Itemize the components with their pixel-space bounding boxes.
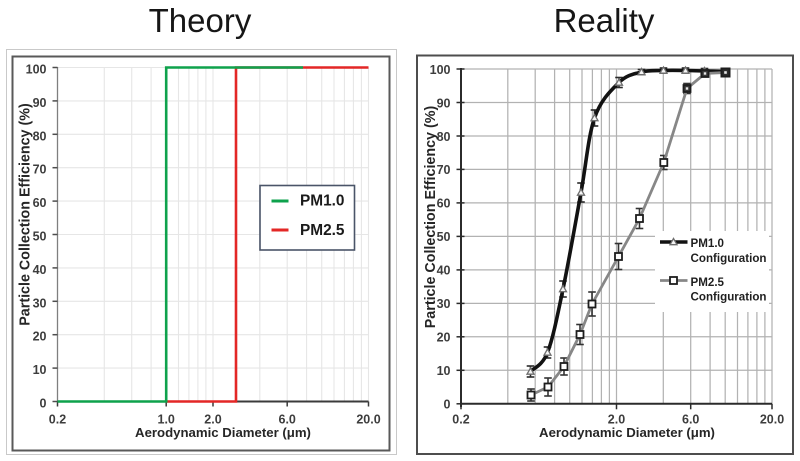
svg-text:10: 10 — [437, 364, 451, 378]
svg-text:6.0: 6.0 — [279, 412, 296, 426]
svg-text:0: 0 — [40, 397, 47, 411]
svg-text:60: 60 — [437, 197, 451, 211]
svg-text:0: 0 — [444, 398, 451, 412]
svg-text:20: 20 — [33, 330, 47, 344]
svg-text:20: 20 — [437, 331, 451, 345]
svg-text:2.0: 2.0 — [204, 412, 221, 426]
svg-text:30: 30 — [33, 296, 47, 310]
svg-text:50: 50 — [437, 230, 451, 244]
svg-text:Aerodynamic Diameter (μm): Aerodynamic Diameter (μm) — [135, 425, 311, 440]
svg-text:30: 30 — [437, 297, 451, 311]
svg-text:Aerodynamic Diameter (μm): Aerodynamic Diameter (μm) — [539, 425, 715, 440]
svg-text:Theory: Theory — [149, 2, 252, 39]
svg-text:60: 60 — [33, 196, 47, 210]
svg-text:10: 10 — [33, 363, 47, 377]
svg-text:PM2.5: PM2.5 — [691, 276, 725, 289]
svg-text:40: 40 — [437, 264, 451, 278]
svg-text:20.0: 20.0 — [760, 412, 784, 426]
svg-text:Reality: Reality — [554, 2, 655, 39]
svg-text:90: 90 — [33, 96, 47, 110]
svg-text:70: 70 — [437, 163, 451, 177]
svg-text:PM1.0: PM1.0 — [691, 237, 725, 250]
svg-text:0.2: 0.2 — [452, 412, 469, 426]
svg-text:20.0: 20.0 — [356, 412, 380, 426]
svg-text:70: 70 — [33, 163, 47, 177]
svg-text:100: 100 — [430, 63, 451, 77]
svg-text:2.0: 2.0 — [608, 412, 625, 426]
svg-text:Configuration: Configuration — [691, 252, 767, 265]
svg-text:1.0: 1.0 — [158, 412, 175, 426]
svg-text:0.2: 0.2 — [49, 412, 66, 426]
svg-text:Particle Collection Efficiency: Particle Collection Efficiency (%) — [18, 103, 34, 326]
svg-text:PM2.5: PM2.5 — [300, 222, 345, 239]
svg-text:Configuration: Configuration — [691, 290, 767, 303]
svg-text:80: 80 — [437, 130, 451, 144]
svg-text:50: 50 — [33, 230, 47, 244]
svg-text:Particle Collection Efficiency: Particle Collection Efficiency (%) — [423, 106, 439, 329]
svg-text:40: 40 — [33, 263, 47, 277]
svg-text:PM1.0: PM1.0 — [300, 192, 344, 209]
svg-text:100: 100 — [26, 63, 47, 77]
svg-text:6.0: 6.0 — [682, 412, 699, 426]
svg-text:80: 80 — [33, 129, 47, 143]
svg-text:90: 90 — [437, 96, 451, 110]
